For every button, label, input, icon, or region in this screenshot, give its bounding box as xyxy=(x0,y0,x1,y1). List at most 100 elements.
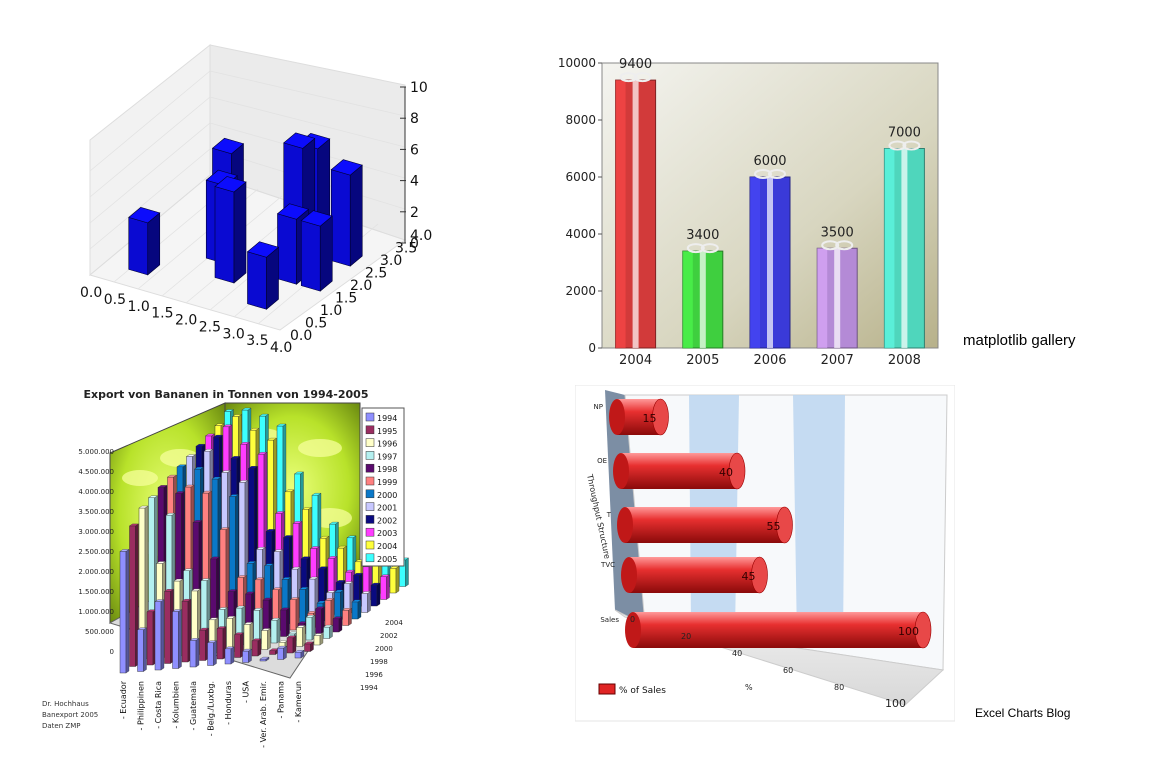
bar-front xyxy=(128,216,149,276)
bar-top xyxy=(334,589,344,593)
bar-top xyxy=(308,576,319,580)
category-label: OE xyxy=(597,457,607,465)
bar-side xyxy=(257,638,262,657)
bar-top xyxy=(300,556,311,559)
bar-top xyxy=(353,573,363,576)
bar-side xyxy=(348,608,352,626)
z-tick-label: 10 xyxy=(410,80,428,96)
legend-swatch xyxy=(365,425,375,435)
bar-top xyxy=(313,633,324,636)
bar-front xyxy=(296,627,303,647)
bar xyxy=(277,645,287,660)
bar: 100 Sales xyxy=(600,611,932,649)
bar-top xyxy=(129,523,139,527)
bow-right xyxy=(902,140,921,151)
bar-top xyxy=(283,535,293,538)
bar xyxy=(224,646,235,665)
depth-tick-label: 1996 xyxy=(365,671,383,679)
x-tick-label: 0.5 xyxy=(104,292,126,308)
bar-top xyxy=(335,580,346,583)
category-label: - Kolumbien xyxy=(172,681,181,729)
bar xyxy=(243,622,254,652)
bow-right xyxy=(633,72,652,83)
bar-front xyxy=(324,600,332,628)
legend-label: 1998 xyxy=(377,465,397,474)
bar-top xyxy=(270,618,281,621)
bar-front xyxy=(342,610,349,626)
bar-side xyxy=(160,599,165,671)
bar-front xyxy=(289,599,297,631)
bar-top xyxy=(262,597,273,601)
bar-top xyxy=(211,137,245,155)
bar-top xyxy=(267,437,277,441)
bar-front xyxy=(300,220,321,292)
legend-label: 2005 xyxy=(377,555,397,564)
bar-side xyxy=(230,646,235,665)
bar-front xyxy=(242,650,249,663)
bar-top xyxy=(138,505,149,509)
z-tick-label: 0 xyxy=(410,236,419,252)
bar-front xyxy=(224,648,232,665)
bar-front xyxy=(259,658,267,662)
bar-front xyxy=(294,652,302,659)
bar-front xyxy=(277,213,297,285)
bar-top xyxy=(302,507,312,510)
bar-side xyxy=(338,616,343,633)
bar-top xyxy=(304,641,314,645)
bar-top xyxy=(211,476,222,480)
bar-side xyxy=(195,638,200,668)
bar xyxy=(119,549,130,674)
bar-top xyxy=(202,490,212,494)
bar-top xyxy=(213,434,223,438)
bar-front xyxy=(299,589,306,624)
bow-left xyxy=(686,243,705,254)
bar-top xyxy=(254,577,265,580)
bar-top xyxy=(238,480,249,483)
bar-ribbon xyxy=(699,251,706,348)
bar-top xyxy=(240,442,250,445)
bar-side xyxy=(319,215,333,292)
bar-top xyxy=(370,582,381,586)
bar-group xyxy=(119,407,409,674)
bar-top xyxy=(222,424,233,427)
bar-top xyxy=(237,575,247,578)
y-tick-label: 1.0 xyxy=(320,303,342,319)
bar xyxy=(164,589,174,664)
bar-top xyxy=(157,485,168,488)
legend-swatch xyxy=(365,540,375,550)
x-tick-label: 20 xyxy=(681,632,691,641)
bar-front xyxy=(214,186,235,284)
legend-label: 2000 xyxy=(377,491,397,500)
bar: 6000 2006 xyxy=(749,154,791,368)
legend-swatch xyxy=(365,463,375,473)
cylinder-end-cap xyxy=(751,556,768,594)
bar-top xyxy=(137,627,147,630)
legend-swatch xyxy=(365,476,375,486)
legend-swatch xyxy=(365,553,375,563)
bar-front xyxy=(370,584,378,607)
cylinder-start-cap xyxy=(613,453,629,489)
bar: 3400 2005 xyxy=(682,228,724,368)
data-label: 3500 xyxy=(821,225,854,240)
bow-right xyxy=(700,243,719,254)
bow-left xyxy=(754,169,772,179)
bar-side xyxy=(233,181,247,284)
bar xyxy=(251,638,262,657)
bar: 40 OE xyxy=(597,452,746,490)
bar-top xyxy=(259,656,270,660)
bar-top xyxy=(253,608,263,611)
data-label: 3400 xyxy=(686,228,719,243)
chart-excel-cylinders: Throughput Structure 15NP40OE55T45TVC100… xyxy=(575,385,955,722)
bar xyxy=(342,608,352,626)
bar-top xyxy=(330,159,363,176)
bar-ribbon xyxy=(834,248,841,348)
bar-front xyxy=(334,591,341,621)
bar-top xyxy=(275,511,285,514)
bar-top xyxy=(246,241,280,258)
bar-ribbon xyxy=(901,148,908,348)
bar-side xyxy=(178,609,182,669)
y-tick-label: 0 xyxy=(110,648,114,656)
y-tick-label: 2.000.000 xyxy=(78,568,114,576)
bar xyxy=(261,628,271,650)
category-label: - USA xyxy=(242,680,251,703)
